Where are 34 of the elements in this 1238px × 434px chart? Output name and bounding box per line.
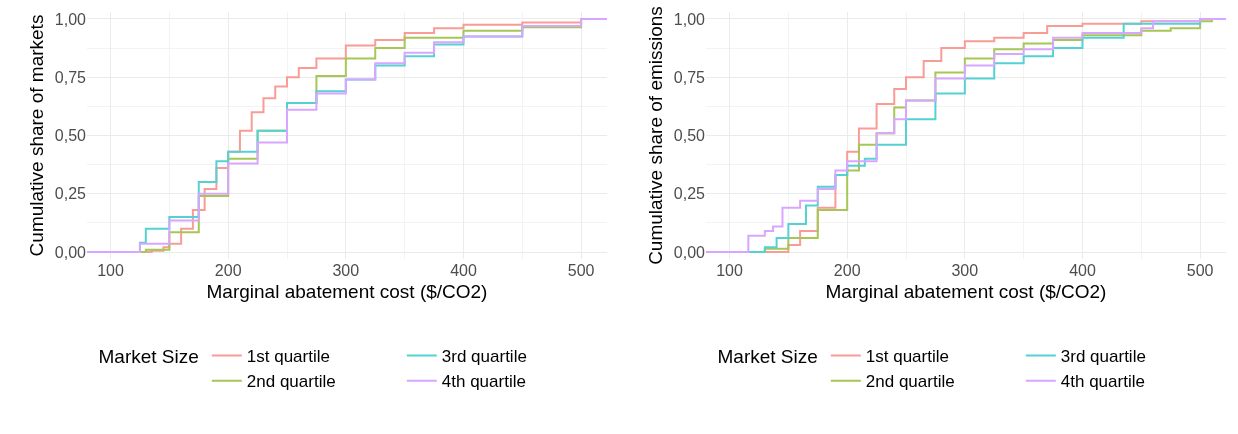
y-tick-label: 0,25 xyxy=(54,185,87,203)
legend-label: 2nd quartile xyxy=(865,372,955,392)
x-tick-label: 500 xyxy=(567,262,595,279)
y-tick-label: 0,50 xyxy=(54,127,87,145)
legend-label: 3rd quartile xyxy=(1060,347,1146,367)
legend-title: Market Size xyxy=(717,345,818,367)
legend-label: 1st quartile xyxy=(865,347,949,367)
x-tick-label: 200 xyxy=(833,262,861,279)
y-tick-label: 0,50 xyxy=(673,127,706,145)
x-tick-label: 400 xyxy=(1069,262,1096,279)
y-axis-title: Cumulative share of emissions xyxy=(644,6,666,265)
legend-label: 4th quartile xyxy=(1060,372,1145,392)
legend-label: 1st quartile xyxy=(246,347,330,367)
legend-label: 3rd quartile xyxy=(441,347,527,367)
legend-label: 4th quartile xyxy=(441,372,526,392)
x-tick-label: 300 xyxy=(951,262,979,279)
y-tick-label: 0,00 xyxy=(54,243,87,261)
x-tick-label: 100 xyxy=(97,262,124,279)
y-axis-title: Cumulative share of markets xyxy=(25,14,47,257)
y-tick-label: 0,75 xyxy=(54,68,87,86)
legend-title: Market Size xyxy=(98,345,199,367)
y-tick-label: 0,75 xyxy=(673,68,706,86)
x-tick-label: 500 xyxy=(1186,262,1214,279)
x-axis-title: Marginal abatement cost ($/CO2) xyxy=(825,280,1107,302)
x-tick-label: 400 xyxy=(450,262,477,279)
y-tick-label: 1,00 xyxy=(673,10,706,28)
x-tick-label: 100 xyxy=(716,262,743,279)
legend-label: 2nd quartile xyxy=(246,372,336,392)
x-axis-title: Marginal abatement cost ($/CO2) xyxy=(206,280,488,302)
y-tick-label: 1,00 xyxy=(54,10,87,28)
y-tick-label: 0,25 xyxy=(673,185,706,203)
x-tick-label: 300 xyxy=(332,262,360,279)
y-tick-label: 0,00 xyxy=(673,243,706,261)
x-tick-label: 200 xyxy=(214,262,242,279)
